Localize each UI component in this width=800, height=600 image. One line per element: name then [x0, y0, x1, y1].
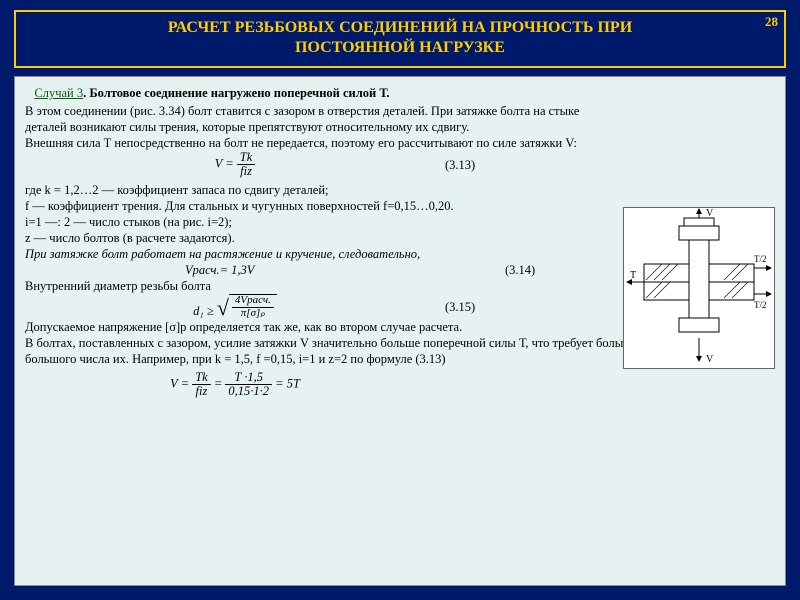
eq313-number: (3.13) [445, 157, 525, 173]
eq315-sqrt: √ 4Vрасч. π[σ]ₚ [217, 294, 277, 319]
diag-v-top: V [706, 208, 714, 219]
case-heading: Случай 3. Болтовое соединение нагружено … [25, 85, 775, 101]
paragraph-1: В этом соединении (рис. 3.34) болт стави… [25, 103, 605, 135]
paragraph-6: z — число болтов (в расчете задаются). [25, 230, 605, 246]
diag-t-r1: T/2 [754, 254, 767, 264]
equation-final: V = Tk fiz = T ·1,5 0,15·1·2 = 5T [25, 371, 775, 398]
slide: 28 РАСЧЕТ РЕЗЬБОВЫХ СОЕДИНЕНИЙ НА ПРОЧНО… [0, 0, 800, 600]
eqfin-frac2: T ·1,5 0,15·1·2 [225, 371, 272, 398]
title-line-2: ПОСТОЯННОЙ НАГРУЗКЕ [295, 39, 505, 56]
eqfin-eq1: = [214, 377, 226, 391]
diag-t-r2: T/2 [754, 300, 767, 310]
bolt-diagram: V V T T/2 T/2 [623, 207, 775, 369]
eq314-number: (3.14) [505, 262, 585, 278]
slide-header: 28 РАСЧЕТ РЕЗЬБОВЫХ СОЕДИНЕНИЙ НА ПРОЧНО… [14, 10, 786, 68]
eqfin-frac1: Tk fiz [192, 371, 211, 398]
case-label: Случай 3 [34, 86, 83, 100]
eq313-lhs: V = [215, 157, 237, 171]
equation-3-13: V = Tk fiz (3.13) [25, 151, 775, 178]
paragraph-4: f — коэффициент трения. Для стальных и ч… [25, 198, 605, 214]
eq315-lhs: d₁ ≥ [193, 304, 217, 318]
title-line-1: РАСЧЕТ РЕЗЬБОВЫХ СОЕДИНЕНИЙ НА ПРОЧНОСТЬ… [168, 19, 632, 36]
eq315-number: (3.15) [445, 299, 525, 315]
paragraph-2: Внешняя сила Т непосредственно на болт н… [25, 135, 605, 151]
content-panel: Случай 3. Болтовое соединение нагружено … [14, 76, 786, 586]
page-number: 28 [765, 14, 778, 30]
case-title: . Болтовое соединение нагружено поперечн… [83, 86, 389, 100]
eqfin-result: = 5T [275, 377, 300, 391]
eq314-text: Vрасч.= 1,3V [185, 263, 254, 277]
diag-t-left: T [630, 270, 636, 281]
eqfin-lhs: V = [170, 377, 192, 391]
paragraph-5: i=1 —: 2 — число стыков (на рис. i=2); [25, 214, 605, 230]
diag-v-bot: V [706, 354, 714, 365]
paragraph-3: где k = 1,2…2 — коэффициент запаса по сд… [25, 182, 605, 198]
eq313-fraction: Tk fiz [237, 151, 256, 178]
